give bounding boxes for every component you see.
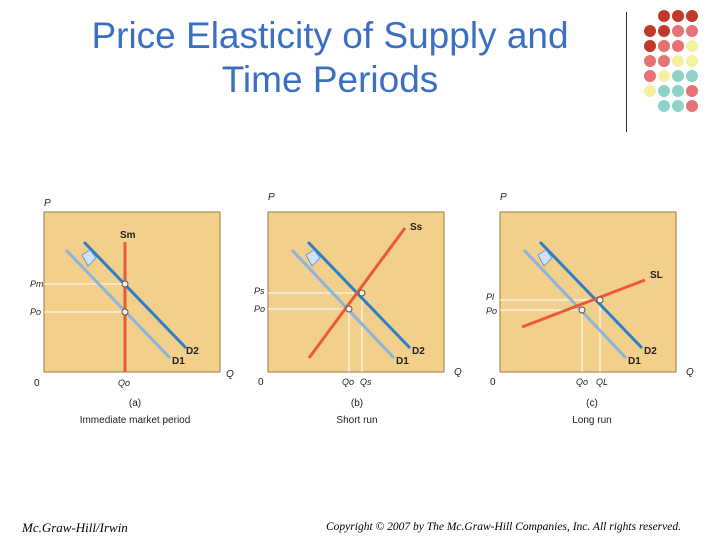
decorative-dot [672, 100, 684, 112]
panel-c-quantity-label-1: Qo [576, 377, 588, 387]
panel-b-price-label-2: Po [254, 304, 265, 314]
footer-copyright: Copyright © 2007 by The Mc.Graw-Hill Com… [326, 521, 681, 533]
decorative-dot [658, 10, 670, 22]
decorative-dot [672, 10, 684, 22]
panel-c-d2-label: D2 [644, 346, 657, 357]
panel-b-supply-label: Ss [410, 222, 423, 233]
decorative-dot [686, 55, 698, 67]
panel-b-d2 [306, 240, 412, 350]
panel-a-eq-old [121, 308, 129, 316]
panel-a-d2-label: D2 [186, 346, 199, 357]
panel-c-price-label-2: Po [486, 306, 497, 316]
panel-b-quantity-label-1: Qo [342, 377, 354, 387]
decorative-dot [686, 10, 698, 22]
decorative-dot [644, 25, 656, 37]
panel-a-axis-p: P [44, 198, 51, 209]
panel-a-d1 [64, 248, 172, 360]
panel-c-supply-label: SL [650, 270, 663, 281]
elasticity-diagram: P Q 0 Sm D1 D2 Pm Po Qo (a) Immediate ma… [30, 192, 694, 426]
panel-immediate-market: P Q 0 Sm D1 D2 Pm Po Qo (a) Immediate ma… [30, 198, 234, 426]
panel-c-supply [521, 278, 646, 329]
panel-c-caption-letter: (c) [586, 398, 598, 409]
panel-c-d2 [538, 240, 644, 350]
panel-c-eq-new [596, 296, 604, 304]
panel-c-origin: 0 [490, 377, 496, 388]
decorative-dot [644, 55, 656, 67]
title-divider [626, 12, 627, 132]
decorative-dot [686, 100, 698, 112]
panel-c-quantity-label-2: QL [596, 377, 608, 387]
panel-b-caption-text: Short run [336, 415, 377, 426]
panel-b-axis-p: P [268, 192, 275, 203]
decorative-dot [644, 70, 656, 82]
decorative-dot [686, 40, 698, 52]
decorative-dot [658, 55, 670, 67]
decorative-dot [658, 40, 670, 52]
slide-title: Price Elasticity of Supply and Time Peri… [30, 14, 630, 102]
panel-b-supply [307, 227, 407, 359]
panel-a-caption-text: Immediate market period [80, 415, 191, 426]
panel-b-caption-letter: (b) [351, 398, 363, 409]
panel-c-axis-p: P [500, 192, 507, 203]
decorative-dot [658, 70, 670, 82]
panel-a-quantity-label-1: Qo [118, 378, 130, 388]
panel-b-d2-label: D2 [412, 346, 425, 357]
panel-b-quantity-label-2: Qs [360, 377, 372, 387]
panel-a-supply-label: Sm [120, 230, 136, 241]
decorative-dot [686, 85, 698, 97]
panel-b-axis-q: Q [454, 367, 462, 378]
decorative-dot-grid [638, 10, 718, 120]
decorative-dot [658, 25, 670, 37]
panel-a-price-label-2: Po [30, 307, 41, 317]
panel-c-d1 [522, 248, 628, 360]
panel-a-caption-letter: (a) [129, 398, 141, 409]
panel-a-price-label-1: Pm [30, 279, 44, 289]
panel-c-d1-label: D1 [628, 356, 641, 367]
decorative-dot [644, 40, 656, 52]
footer-publisher: Mc.Graw-Hill/Irwin [22, 520, 128, 535]
decorative-dot [686, 25, 698, 37]
decorative-dot [672, 40, 684, 52]
decorative-dot [672, 85, 684, 97]
decorative-dot [672, 55, 684, 67]
panel-b-price-label-1: Ps [254, 286, 265, 296]
decorative-dot [672, 25, 684, 37]
panel-b-d1 [290, 248, 396, 360]
decorative-dot [686, 70, 698, 82]
panel-a-eq-new [121, 280, 129, 288]
panel-c-caption-text: Long run [572, 415, 611, 426]
panel-a-shift-arrow [81, 249, 97, 267]
decorative-dot [658, 100, 670, 112]
title-line-1: Price Elasticity of Supply and [91, 15, 569, 56]
panel-a-axis-q: Q [226, 369, 234, 380]
panel-c-price-label-1: Pl [486, 292, 495, 302]
panel-b-eq-old [345, 305, 353, 313]
panel-b-origin: 0 [258, 377, 264, 388]
panel-b-d1-label: D1 [396, 356, 409, 367]
panel-short-run: P Q 0 Ss D1 D2 Ps Po Qo Qs (b) Short run [254, 192, 462, 426]
decorative-dot [658, 85, 670, 97]
panel-c-shift-arrow [537, 249, 553, 267]
panel-a-d1-label: D1 [172, 356, 185, 367]
panel-long-run: P Q 0 SL D1 D2 Pl Po Qo QL (c) Long run [486, 192, 694, 426]
panel-b-shift-arrow [305, 249, 321, 267]
title-line-2: Time Periods [221, 59, 439, 100]
panel-c-axis-q: Q [686, 367, 694, 378]
panel-c-eq-old [578, 306, 586, 314]
panel-b-eq-new [358, 289, 366, 297]
panel-a-d2 [82, 240, 188, 350]
decorative-dot [644, 85, 656, 97]
decorative-dot [672, 70, 684, 82]
panel-a-origin: 0 [34, 378, 40, 389]
